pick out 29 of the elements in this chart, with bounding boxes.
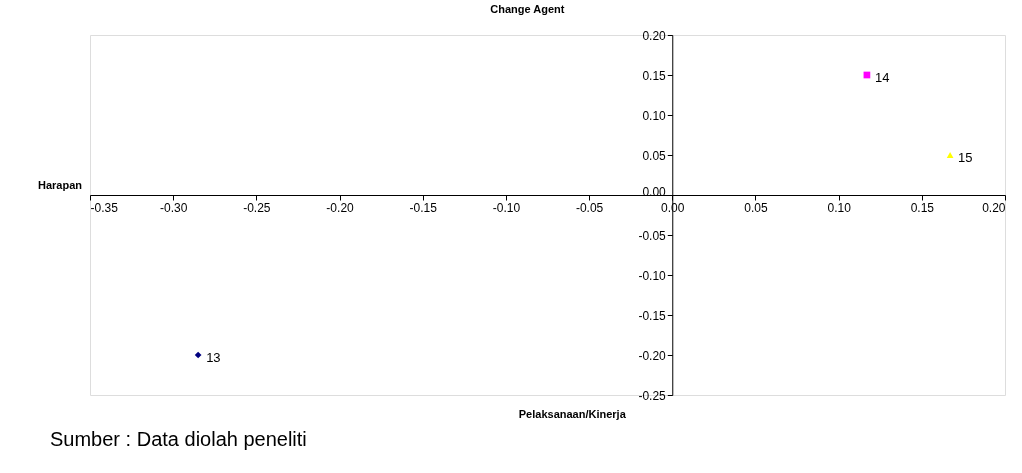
- y-tick-label: -0.20: [638, 348, 667, 363]
- y-axis-title: Harapan: [37, 179, 83, 191]
- y-tick-label: 0.20: [642, 28, 667, 43]
- x-tick-label: 0.20: [982, 200, 1006, 215]
- x-axis-title: Pelaksanaan/Kinerja: [518, 408, 627, 420]
- point: [946, 152, 954, 158]
- series-label: 14: [874, 70, 890, 85]
- y-tick-label: 0.15: [642, 68, 667, 83]
- x-tick-label: -0.25: [243, 200, 271, 215]
- x-tick-label: 0.10: [827, 200, 852, 215]
- series-label: 15: [958, 150, 973, 165]
- x-tick-label: -0.05: [575, 200, 604, 215]
- x-tick-label: 0.15: [910, 200, 935, 215]
- y-tick-label: 0.10: [642, 108, 667, 123]
- x-tick-label: -0.30: [160, 200, 188, 215]
- series-label: 13: [206, 350, 221, 365]
- y-tick-label: -0.15: [638, 308, 667, 323]
- x-tick-label: 0.05: [744, 200, 768, 215]
- x-tick-label: -0.20: [326, 200, 355, 215]
- x-tick-label: -0.15: [409, 200, 438, 215]
- y-tick-label: -0.25: [638, 388, 667, 403]
- text: Sumber : Data diolah peneliti: [50, 428, 307, 450]
- point: [194, 351, 202, 359]
- x-tick-label: -0.10: [492, 200, 521, 215]
- y-tick-label: 0.05: [642, 148, 667, 163]
- y-tick-label: -0.05: [638, 228, 667, 243]
- y-tick-label: -0.10: [638, 268, 667, 283]
- chart-title: Change Agent: [490, 3, 565, 15]
- x-tick-label: -0.35: [90, 200, 119, 215]
